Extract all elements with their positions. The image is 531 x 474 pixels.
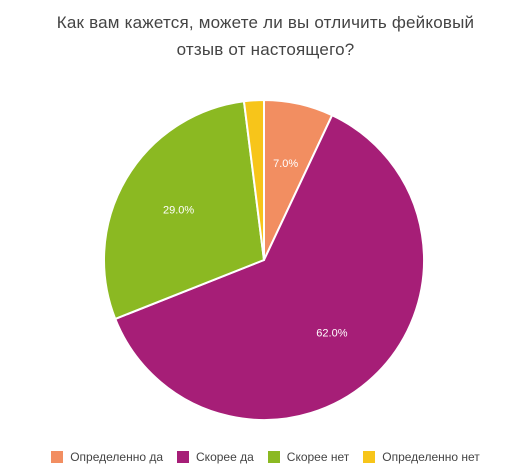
pie-slice-rather-no[interactable] (103, 100, 266, 321)
slice-value-label: 7.0% (273, 158, 298, 170)
legend-label: Определенно да (70, 450, 164, 464)
legend-item-definitely-no[interactable]: Определенно нет (363, 450, 480, 464)
legend-swatch (177, 451, 190, 463)
legend-item-rather-no[interactable]: Скорее нет (267, 450, 350, 464)
pie-slice-rather-yes[interactable] (113, 113, 425, 421)
legend-label: Определенно нет (382, 450, 480, 464)
legend-label: Скорее нет (286, 450, 350, 464)
chart-title-line-2: отзыв от настоящего? (176, 40, 355, 59)
legend-swatch (51, 451, 64, 463)
legend-label: Скорее да (196, 450, 254, 464)
legend-swatch (363, 451, 376, 463)
legend-swatch (267, 451, 280, 463)
chart-title: Как вам кажется, можете ли вы отличить ф… (0, 9, 531, 63)
legend-item-definitely-yes[interactable]: Определенно да (51, 450, 163, 464)
legend-item-rather-yes[interactable]: Скорее да (177, 450, 254, 464)
legend: Определенно да Скорее да Скорее нет Опре… (0, 450, 531, 464)
slice-value-label: 29.0% (163, 205, 194, 217)
chart-title-line-1: Как вам кажется, можете ли вы отличить ф… (56, 13, 475, 32)
slice-value-label: 62.0% (316, 327, 347, 339)
pie-slice-definitely-no[interactable] (242, 98, 265, 261)
